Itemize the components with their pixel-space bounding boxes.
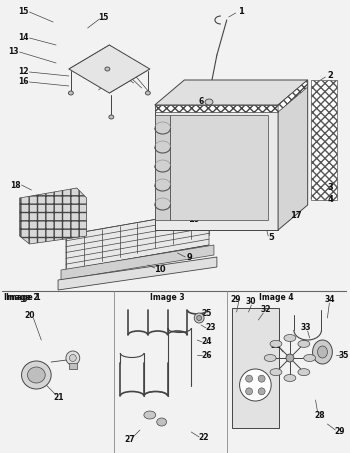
Text: 17: 17 [290, 211, 302, 220]
Text: Image 2: Image 2 [4, 293, 39, 302]
Ellipse shape [240, 369, 271, 401]
Bar [232, 308, 279, 428]
Text: 28: 28 [314, 410, 325, 419]
Text: 29: 29 [230, 294, 241, 304]
Text: 24: 24 [202, 337, 212, 347]
Text: 14: 14 [18, 34, 29, 43]
Text: 32: 32 [261, 305, 272, 314]
Ellipse shape [270, 340, 282, 347]
Ellipse shape [69, 355, 76, 361]
Ellipse shape [194, 313, 204, 323]
Polygon shape [155, 80, 308, 105]
Text: 20: 20 [24, 312, 35, 321]
Polygon shape [20, 188, 87, 244]
Ellipse shape [298, 340, 310, 347]
Ellipse shape [298, 369, 310, 376]
Text: 16: 16 [18, 77, 29, 87]
Ellipse shape [27, 367, 45, 383]
Text: 30: 30 [245, 298, 256, 307]
Polygon shape [66, 210, 209, 270]
Ellipse shape [66, 351, 80, 365]
Text: 31: 31 [271, 341, 281, 350]
Text: 5: 5 [268, 233, 274, 242]
Text: Image 4: Image 4 [259, 293, 293, 302]
Text: 15: 15 [98, 14, 108, 23]
Text: 25: 25 [202, 308, 212, 318]
Text: 21: 21 [54, 394, 64, 403]
Ellipse shape [284, 334, 296, 342]
Text: 6: 6 [198, 97, 204, 106]
Text: 19: 19 [188, 216, 200, 225]
Polygon shape [155, 105, 278, 230]
Text: 29: 29 [334, 428, 344, 437]
Ellipse shape [246, 375, 253, 382]
Ellipse shape [68, 91, 74, 95]
Polygon shape [155, 115, 169, 220]
Text: 22: 22 [199, 433, 209, 442]
Ellipse shape [270, 369, 282, 376]
Text: 11: 11 [103, 81, 114, 90]
Ellipse shape [258, 388, 265, 395]
Text: 9: 9 [187, 254, 192, 262]
Text: 10: 10 [154, 265, 166, 275]
Ellipse shape [109, 115, 114, 119]
Ellipse shape [197, 315, 202, 321]
Text: 2: 2 [328, 71, 333, 79]
Text: 3: 3 [328, 183, 333, 193]
Text: 15: 15 [18, 8, 29, 16]
Polygon shape [69, 45, 150, 93]
Polygon shape [278, 80, 308, 112]
Text: 34: 34 [324, 294, 335, 304]
Text: 23: 23 [206, 323, 216, 333]
Text: 12: 12 [18, 67, 29, 77]
Polygon shape [58, 257, 217, 290]
Ellipse shape [284, 375, 296, 381]
Text: Image 1: Image 1 [6, 293, 41, 302]
Text: 33: 33 [300, 323, 311, 333]
Ellipse shape [317, 346, 327, 358]
Ellipse shape [313, 340, 332, 364]
Bar [69, 363, 77, 369]
Text: 13: 13 [8, 48, 19, 57]
Ellipse shape [304, 355, 316, 361]
Polygon shape [169, 115, 268, 220]
Polygon shape [311, 80, 337, 200]
Polygon shape [155, 105, 278, 112]
Polygon shape [278, 80, 308, 230]
Ellipse shape [258, 375, 265, 382]
Text: Image 3: Image 3 [150, 293, 185, 302]
Text: 8: 8 [226, 213, 232, 222]
Ellipse shape [145, 91, 150, 95]
Text: 4: 4 [328, 196, 333, 204]
Ellipse shape [205, 99, 213, 105]
Ellipse shape [286, 354, 294, 362]
Text: 27: 27 [125, 435, 135, 444]
Ellipse shape [157, 418, 167, 426]
Text: 18: 18 [10, 180, 21, 189]
Polygon shape [61, 245, 214, 280]
Text: 7: 7 [196, 206, 202, 215]
Ellipse shape [144, 411, 156, 419]
Ellipse shape [246, 388, 253, 395]
Ellipse shape [264, 355, 276, 361]
Text: 35: 35 [339, 351, 349, 360]
Text: 1: 1 [238, 8, 244, 16]
Text: 26: 26 [202, 351, 212, 360]
Ellipse shape [105, 67, 110, 71]
Ellipse shape [22, 361, 51, 389]
